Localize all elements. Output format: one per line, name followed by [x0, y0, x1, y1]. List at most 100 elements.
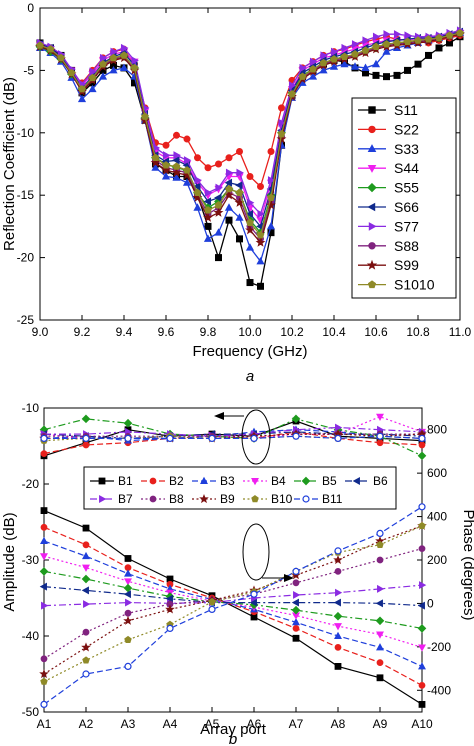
legend-marker [302, 495, 310, 503]
data-point [435, 33, 443, 42]
phase-line [44, 426, 423, 437]
data-point [46, 45, 55, 53]
amplitude-point [377, 584, 385, 593]
data-point [119, 63, 129, 71]
chart-b-x-axis-title: Array port [200, 721, 267, 738]
legend-label: B10 [271, 492, 293, 506]
amplitude-line [43, 525, 423, 683]
y-tick-label: -15 [17, 188, 35, 202]
y-tick-label: -10 [17, 126, 35, 140]
data-point [414, 36, 422, 44]
data-point [403, 37, 412, 45]
data-point [393, 38, 401, 47]
phase-point [82, 441, 90, 449]
legend-marker [251, 495, 259, 503]
data-point [299, 63, 307, 72]
amplitude-point [124, 635, 132, 643]
legend-label: B4 [271, 474, 286, 488]
data-point [213, 207, 224, 217]
data-point [77, 94, 87, 103]
amplitude-point [333, 554, 343, 565]
amplitude-point [81, 574, 91, 584]
data-point [309, 65, 317, 73]
amplitude-point [334, 644, 342, 651]
data-point [298, 72, 307, 80]
amplitude-point [82, 541, 90, 549]
amplitude-point [124, 662, 132, 671]
legend-marker [99, 495, 107, 503]
legend-label: S1010 [394, 277, 435, 293]
x-tick-label: 9.4 [116, 325, 133, 339]
amplitude-line [43, 586, 423, 607]
data-point [362, 36, 370, 45]
y-tick-label: -40 [22, 629, 40, 643]
x-tick-label: A10 [411, 717, 433, 731]
data-point [193, 188, 202, 196]
data-point [267, 193, 275, 201]
amplitude-point [376, 556, 384, 564]
amplitude-point [375, 616, 385, 626]
legend-label: S44 [394, 160, 419, 176]
data-point [309, 57, 318, 66]
data-point [372, 71, 380, 79]
data-point [319, 66, 328, 74]
data-point [393, 30, 402, 39]
data-point [161, 172, 171, 180]
x-tick-label: A6 [247, 717, 262, 731]
phase-line [44, 435, 423, 440]
x-tick-label: A4 [163, 717, 178, 731]
series-s1010 [36, 28, 464, 239]
legend-entry-b5: B5 [294, 474, 337, 488]
legend-marker [200, 476, 208, 484]
chart-b-panel-label: b [229, 731, 237, 746]
phase-point [292, 432, 300, 440]
x-tick-label: 11.0 [449, 325, 472, 339]
amplitude-point [124, 609, 132, 617]
data-point [267, 148, 275, 156]
amplitude-point [292, 634, 300, 642]
data-point [456, 28, 464, 37]
legend-label: B8 [169, 492, 184, 506]
amplitude-point [334, 663, 342, 670]
series-b7 [41, 423, 427, 610]
data-point [109, 66, 118, 74]
amplitude-point [208, 597, 216, 605]
x-tick-label: 10.4 [322, 325, 346, 339]
legend-label: B2 [169, 474, 184, 488]
amplitude-line [43, 570, 423, 629]
legend-entry-b10: B10 [243, 492, 293, 506]
data-point [182, 178, 192, 186]
phase-point [82, 434, 90, 442]
data-point [57, 53, 65, 62]
phase-point [291, 414, 301, 424]
data-point [98, 72, 108, 80]
amplitude-point [293, 590, 301, 599]
amplitude-point [419, 581, 427, 590]
legend-entry-s66: S66 [358, 199, 419, 215]
data-point [214, 254, 222, 262]
data-point [225, 184, 233, 193]
legend-label: S99 [394, 257, 419, 273]
y-tick-label: -10 [22, 401, 40, 415]
data-point [162, 161, 170, 169]
chart-a-y-axis-title: Reflection Coefficient (dB) [1, 77, 18, 251]
legend-entry-s88: S88 [358, 238, 419, 254]
phase-group-ellipse [241, 409, 271, 465]
legend-marker [367, 280, 377, 289]
amplitude-point [81, 586, 89, 595]
legend-label: B1 [118, 474, 133, 488]
amplitude-point [249, 598, 257, 607]
amplitude-point [291, 598, 299, 607]
chart-a-y-axis: 0 -5 -10 -15 -20 -25 [17, 1, 460, 327]
data-point [351, 40, 360, 49]
legend-entry-b6: B6 [345, 474, 388, 488]
data-point [151, 163, 160, 171]
phase-point [124, 434, 132, 442]
amplitude-point [82, 564, 90, 572]
data-point [256, 231, 265, 239]
phase-point [40, 434, 48, 442]
amplitude-point [418, 701, 426, 708]
data-point [267, 176, 276, 185]
amplitude-point [334, 631, 342, 639]
